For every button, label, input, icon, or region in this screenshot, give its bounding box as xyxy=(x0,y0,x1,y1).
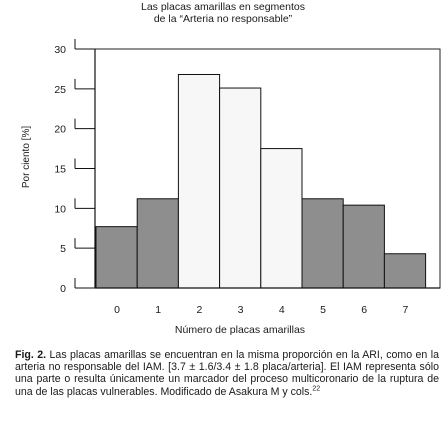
chart-title-line-1: Las placas amarillas en segmentos xyxy=(140,1,305,13)
figure-caption-reference: 22 xyxy=(312,385,321,393)
bar-6 xyxy=(342,204,385,289)
y-tick-label-15: 15 xyxy=(54,164,66,176)
bar-2 xyxy=(177,73,221,289)
y-tick-label-25: 25 xyxy=(54,84,66,96)
bar-5 xyxy=(301,198,344,289)
x-tick-label-5: 5 xyxy=(320,304,326,316)
axes xyxy=(74,39,440,289)
bar-3 xyxy=(219,87,262,289)
x-axis-label: Número de placas amarillas xyxy=(175,324,305,336)
chart-title-line-2: de la “Arteria no responsable” xyxy=(153,13,293,25)
y-tick-label-0: 0 xyxy=(60,283,66,295)
bar-chart: 0 5 10 15 20 25 30 0 1 2 3 4 5 6 7 Número de placas am… xyxy=(21,39,441,336)
x-tick-label-3: 3 xyxy=(238,304,244,316)
x-tick-label-1: 1 xyxy=(155,304,161,316)
y-tick-label-20: 20 xyxy=(54,124,66,136)
y-axis-label: Por ciento [%] xyxy=(21,126,32,188)
bar-7 xyxy=(383,253,427,289)
x-tick-label-0: 0 xyxy=(114,304,120,316)
figure-caption-label: Fig. 2. xyxy=(15,349,47,361)
chart-title: Las placas amarillas en segmentos de la … xyxy=(0,1,446,25)
bars xyxy=(95,73,427,289)
y-tick-label-30: 30 xyxy=(54,44,66,56)
x-tick-label-2: 2 xyxy=(196,304,202,316)
x-tick-label-4: 4 xyxy=(279,304,285,316)
x-tick-label-6: 6 xyxy=(361,304,367,316)
bar-0 xyxy=(95,226,138,289)
y-tick-label-10: 10 xyxy=(54,203,66,215)
figure-caption: Fig. 2. Las placas amarillas se encuentr… xyxy=(15,349,439,398)
tick-labels: 0 5 10 15 20 25 30 0 1 2 3 4 5 6 7 xyxy=(54,44,408,316)
bar-1 xyxy=(136,198,179,289)
bar-4 xyxy=(260,148,303,289)
y-tick-label-5: 5 xyxy=(60,243,66,255)
x-tick-label-7: 7 xyxy=(402,304,408,316)
figure-caption-text: Las placas amarillas se encuentran en la… xyxy=(15,349,439,398)
